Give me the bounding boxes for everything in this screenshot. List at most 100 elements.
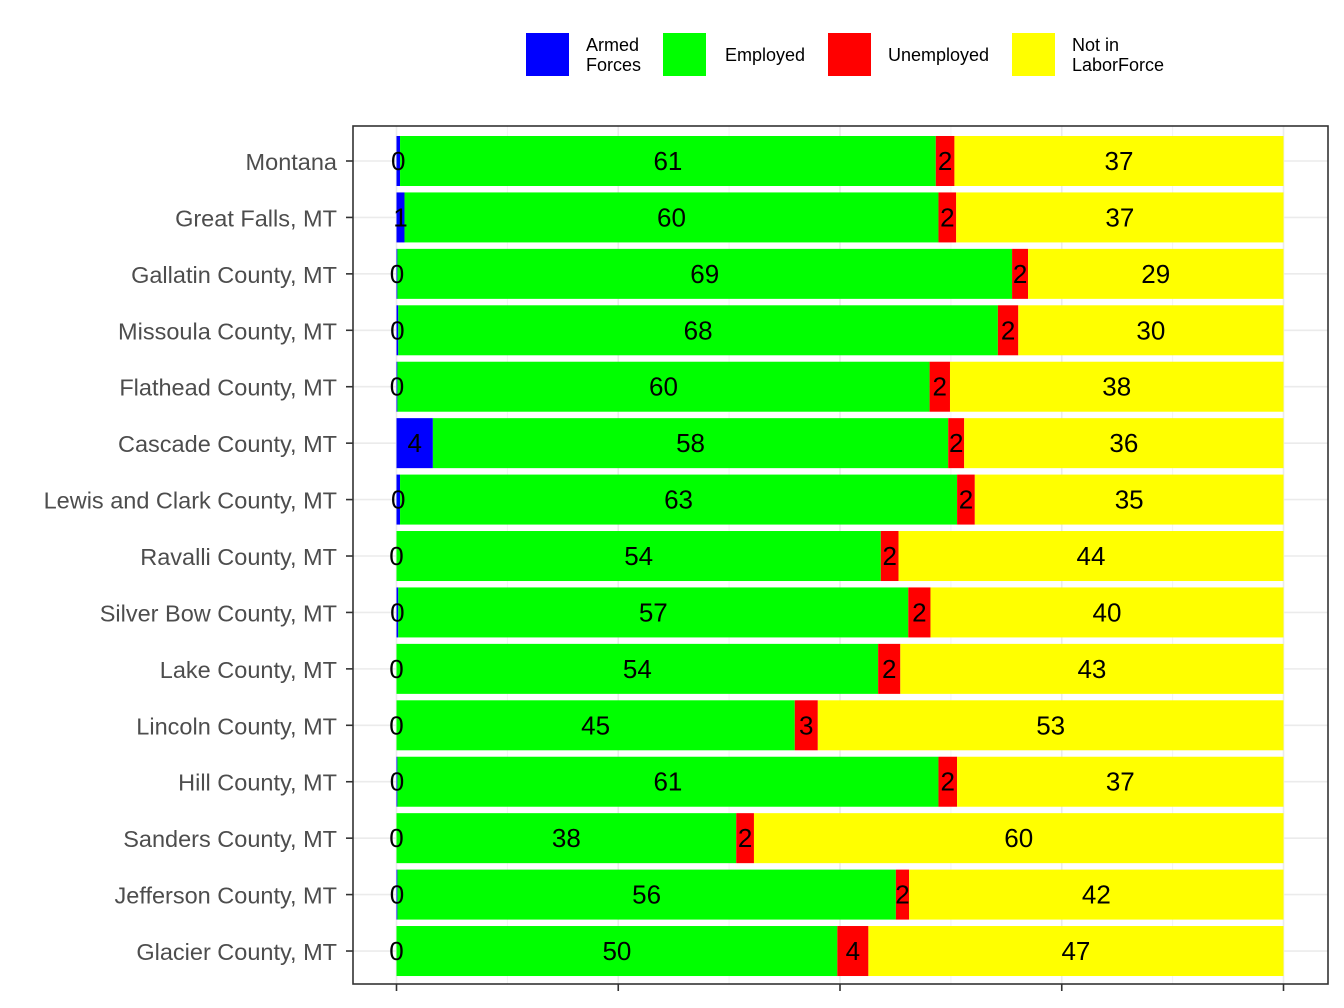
bar-not-in-laborforce (956, 192, 1284, 243)
bar-not-in-laborforce (900, 643, 1284, 694)
bar-employed (396, 700, 795, 751)
bar-unemployed (878, 643, 901, 694)
bar-armed-forces (396, 756, 398, 807)
data-label: 47 (1061, 936, 1090, 966)
bar-armed-forces (396, 418, 433, 469)
data-label: 61 (653, 767, 682, 797)
data-label: 42 (1082, 880, 1111, 910)
y-tick-label: Silver Bow County, MT (100, 600, 337, 626)
data-label: 2 (882, 541, 896, 571)
data-label: 2 (940, 202, 954, 232)
bar-armed-forces (396, 474, 401, 525)
bar-unemployed (895, 869, 910, 920)
bar-armed-forces (396, 192, 405, 243)
data-label: 0 (390, 767, 404, 797)
plot-border (352, 125, 1329, 985)
data-label: 54 (623, 654, 652, 684)
data-label: 0 (389, 936, 403, 966)
data-label: 35 (1115, 485, 1144, 515)
data-label: 1 (393, 202, 407, 232)
bar-not-in-laborforce (868, 926, 1284, 977)
data-label: 0 (389, 654, 403, 684)
data-label: 0 (389, 710, 403, 740)
bar-employed (397, 869, 896, 920)
bar-unemployed (908, 587, 931, 638)
data-label: 29 (1141, 259, 1170, 289)
bar-unemployed (929, 361, 950, 412)
bar-employed (397, 361, 930, 412)
bar-not-in-laborforce (954, 136, 1284, 186)
data-label: 2 (949, 428, 963, 458)
bar-armed-forces (396, 248, 398, 299)
data-label: 0 (390, 597, 404, 627)
y-tick-label: Lincoln County, MT (136, 713, 337, 739)
bar-unemployed (736, 813, 754, 864)
bar-employed (432, 418, 949, 469)
y-tick-label: Gallatin County, MT (131, 262, 337, 288)
data-label: 2 (738, 823, 752, 853)
bar-employed (398, 305, 998, 356)
legend-label: Not in LaborForce (1072, 35, 1165, 75)
data-label: 2 (938, 146, 952, 176)
bar-employed (396, 926, 838, 977)
bar-unemployed (880, 531, 899, 582)
bar-employed (404, 192, 939, 243)
data-label: 37 (1106, 767, 1135, 797)
bar-employed (396, 531, 881, 582)
data-label: 0 (390, 372, 404, 402)
data-label: 37 (1105, 146, 1134, 176)
data-label: 0 (390, 880, 404, 910)
data-label: 36 (1109, 428, 1138, 458)
bar-armed-forces (396, 869, 398, 920)
y-tick-label: Great Falls, MT (175, 205, 337, 231)
bar-not-in-laborforce (949, 361, 1284, 412)
data-label: 68 (684, 315, 713, 345)
bar-not-in-laborforce (1018, 305, 1284, 356)
legend-label: Unemployed (888, 45, 990, 65)
data-label: 2 (1001, 315, 1015, 345)
data-label: 58 (676, 428, 705, 458)
legend-label: Employed (725, 45, 806, 65)
bar-employed (400, 136, 936, 186)
data-label: 43 (1077, 654, 1106, 684)
data-label: 54 (624, 541, 653, 571)
bar-unemployed (935, 136, 955, 186)
y-tick-label: Glacier County, MT (136, 939, 337, 965)
data-label: 53 (1036, 710, 1065, 740)
data-label: 63 (664, 485, 693, 515)
bar-not-in-laborforce (909, 869, 1284, 920)
data-label: 60 (649, 372, 678, 402)
data-label: 0 (391, 146, 405, 176)
data-label: 0 (390, 315, 404, 345)
legend-swatch (663, 33, 706, 76)
y-tick-label: Cascade County, MT (118, 431, 337, 457)
data-label: 38 (1102, 372, 1131, 402)
data-label: 2 (882, 654, 896, 684)
y-tick-label: Missoula County, MT (118, 318, 337, 344)
data-label: 57 (639, 597, 668, 627)
bar-employed (400, 474, 958, 525)
bar-employed (397, 756, 939, 807)
y-tick-label: Jefferson County, MT (115, 883, 337, 909)
data-label: 69 (690, 259, 719, 289)
bar-employed (397, 248, 1013, 299)
data-label: 3 (799, 710, 813, 740)
bar-unemployed (938, 756, 958, 807)
bar-armed-forces (396, 361, 398, 412)
legend-swatch (1012, 33, 1055, 76)
y-tick-label: Lewis and Clark County, MT (44, 488, 337, 514)
bar-not-in-laborforce (964, 418, 1284, 469)
bar-unemployed (1012, 248, 1029, 299)
data-label: 0 (390, 259, 404, 289)
bar-unemployed (938, 192, 957, 243)
data-label: 50 (602, 936, 631, 966)
legend-swatch (828, 33, 871, 76)
bar-armed-forces (396, 136, 401, 186)
data-label: 0 (389, 823, 403, 853)
bar-employed (396, 813, 737, 864)
y-tick-label: Lake County, MT (160, 657, 337, 683)
data-label: 30 (1136, 315, 1165, 345)
data-label: 2 (912, 597, 926, 627)
